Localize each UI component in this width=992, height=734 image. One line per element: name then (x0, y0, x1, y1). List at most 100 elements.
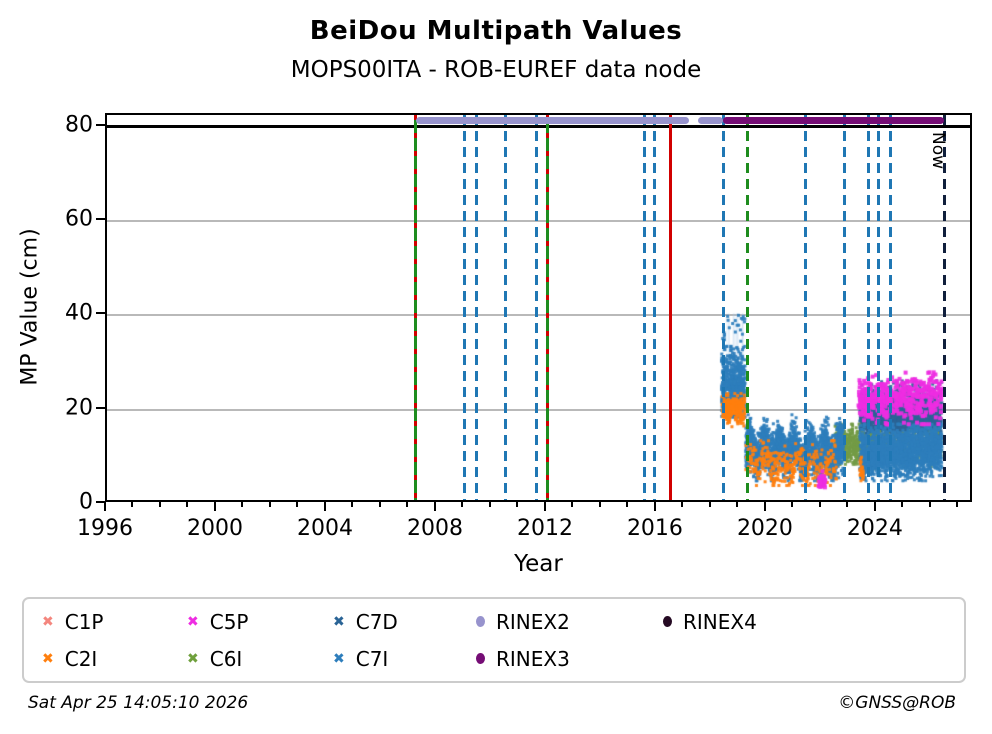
event-line-blue-dashed-2023.7 (867, 115, 871, 500)
y-tick-0 (96, 501, 105, 503)
x-tick-minor-1999 (186, 502, 189, 507)
x-tick-label-2008: 2008 (406, 516, 463, 541)
x-tick-minor-2027 (956, 502, 959, 507)
legend-label: C5P (209, 609, 249, 634)
x-tick-minor-2002 (268, 502, 271, 507)
x-marker-icon: ✖ (187, 613, 199, 630)
y-tick-80 (96, 123, 105, 126)
x-tick-major-1996 (104, 502, 106, 511)
event-line-blue-dashed-2015.55 (643, 115, 647, 500)
plot-timestamp: Sat Apr 25 14:05:10 2026 (28, 693, 249, 713)
x-marker-icon: ✖ (333, 613, 345, 630)
legend-label: RINEX2 (496, 609, 570, 634)
x-marker-icon: ✖ (333, 650, 345, 667)
legend-label: C7I (355, 646, 389, 671)
dot-marker-icon (476, 653, 485, 664)
x-tick-major-2004 (323, 502, 326, 511)
x-tick-minor-2018 (708, 502, 711, 507)
event-line-blue-dashed-2022.83 (843, 115, 847, 500)
x-tick-minor-2009 (461, 502, 464, 507)
x-tick-minor-2013 (571, 502, 574, 507)
x-tick-major-2016 (653, 502, 656, 511)
x-tick-minor-2011 (516, 502, 519, 507)
y-tick-60 (96, 218, 105, 221)
y-tick-label-80: 80 (65, 112, 93, 138)
x-tick-minor-2010 (488, 502, 491, 507)
x-tick-label-2020: 2020 (736, 516, 793, 541)
x-tick-minor-2006 (378, 502, 381, 507)
x-tick-major-2008 (433, 502, 436, 511)
x-tick-minor-2019 (736, 502, 739, 507)
legend-item-c5p: ✖ C5P (187, 610, 333, 634)
band-rinex2 (698, 117, 724, 125)
event-line-green-red-solid-2012.03 (546, 115, 550, 500)
scatter-canvas (107, 115, 970, 500)
y-tick-label-0: 0 (79, 489, 93, 515)
event-line-blue-dashed-2024.5 (889, 115, 893, 500)
x-tick-minor-2003 (296, 502, 299, 507)
legend-label: RINEX3 (496, 646, 570, 671)
legend-label: C2I (64, 646, 98, 671)
x-tick-major-2012 (543, 502, 546, 511)
x-tick-minor-2001 (241, 502, 244, 507)
x-tick-minor-2023 (846, 502, 849, 507)
page-title: BeiDou Multipath Values (309, 16, 683, 46)
event-line-blue-dashed-2011.62 (535, 115, 538, 500)
legend-label: C1P (64, 609, 104, 634)
band-rinex3 (723, 117, 945, 125)
band-rinex2 (415, 117, 689, 125)
x-marker-icon: ✖ (42, 650, 54, 667)
legend-label: RINEX4 (683, 609, 757, 634)
x-tick-label-2012: 2012 (516, 516, 573, 541)
x-tick-minor-2005 (351, 502, 354, 507)
event-line-blue-dashed-2024.07 (877, 115, 881, 500)
y-tick-40 (96, 312, 105, 315)
event-line-blue-dashed-2009 (462, 115, 466, 500)
x-tick-label-1996: 1996 (77, 516, 133, 541)
legend-label: C7D (355, 609, 398, 634)
x-tick-major-2024 (873, 502, 876, 511)
x-marker-icon: ✖ (187, 650, 199, 667)
copyright-label: ©GNSS@ROB (838, 693, 956, 713)
legend-item-c1p: ✖ C1P (42, 610, 187, 634)
now-line (942, 115, 946, 500)
x-tick-minor-2022 (818, 502, 821, 507)
x-marker-icon: ✖ (42, 613, 54, 630)
event-line-blue-dashed-2015.9 (652, 115, 656, 500)
y-axis-title: MP Value (cm) (17, 228, 43, 386)
x-tick-label-2024: 2024 (846, 516, 903, 541)
x-tick-minor-2025 (901, 502, 904, 507)
legend-item-rinex4: RINEX4 (663, 610, 855, 634)
event-line-green-dashed-2019.3 (746, 115, 750, 500)
x-tick-minor-2015 (626, 502, 629, 507)
x-tick-minor-1998 (158, 502, 161, 507)
y-tick-label-20: 20 (65, 395, 93, 421)
event-line-blue-dashed-2021.42 (804, 115, 808, 500)
event-line-blue-dashed-2018.42 (721, 115, 725, 500)
legend-item-c7i: ✖ C7I (333, 647, 476, 671)
dot-marker-icon (663, 616, 672, 627)
event-line-green-red-solid-2007.22 (414, 115, 418, 500)
x-tick-minor-2007 (406, 502, 409, 507)
x-tick-label-2016: 2016 (626, 516, 683, 541)
legend-item-c2i: ✖ C2I (42, 647, 187, 671)
x-tick-minor-2026 (928, 502, 931, 507)
event-line-blue-dashed-2010.5 (504, 115, 508, 500)
x-tick-minor-2014 (598, 502, 601, 507)
x-tick-minor-1997 (131, 502, 134, 507)
x-axis-title: Year (514, 551, 563, 577)
legend-item-c6i: ✖ C6I (187, 647, 333, 671)
legend-item-rinex3: RINEX3 (476, 647, 663, 671)
x-tick-minor-2021 (791, 502, 794, 507)
event-line-blue-dashed-2009.45 (475, 115, 479, 500)
legend-label: C6I (209, 646, 243, 671)
x-tick-label-2004: 2004 (296, 516, 353, 541)
legend-item-c7d: ✖ C7D (333, 610, 476, 634)
x-tick-major-2020 (763, 502, 766, 511)
legend: ✖ C1P ✖ C2I ✖ C5P ✖ C6I ✖ C7D ✖ C7I RINEX2 RINEX3 RINE… (22, 597, 966, 683)
dot-marker-icon (476, 616, 485, 627)
page-subtitle: MOPS00ITA - ROB-EUREF data node (290, 57, 702, 83)
now-label: Now (928, 132, 949, 170)
x-tick-major-2000 (213, 502, 216, 511)
legend-item-rinex2: RINEX2 (476, 610, 663, 634)
